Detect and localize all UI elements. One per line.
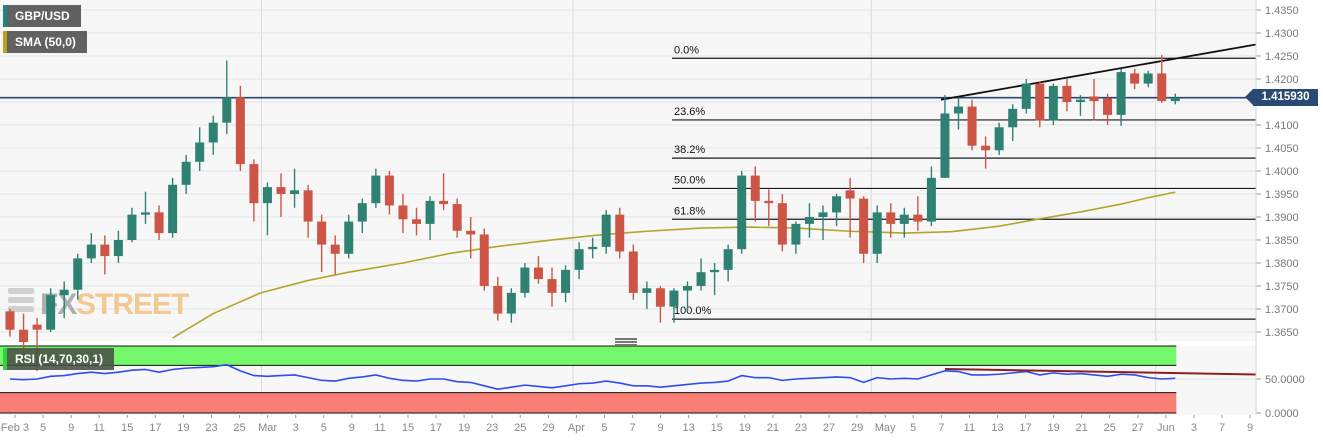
symbol-badge[interactable]: GBP/USD: [3, 5, 81, 27]
svg-text:25: 25: [1104, 422, 1116, 434]
sma-indicator-badge[interactable]: SMA (50,0): [3, 31, 87, 53]
svg-text:0.0%: 0.0%: [674, 44, 699, 56]
svg-text:11: 11: [374, 422, 385, 434]
svg-text:5: 5: [910, 422, 916, 434]
svg-text:19: 19: [739, 422, 751, 434]
svg-text:19: 19: [458, 422, 470, 434]
svg-text:11: 11: [93, 422, 104, 434]
svg-text:1.4050: 1.4050: [1265, 143, 1299, 155]
svg-text:29: 29: [542, 422, 554, 434]
svg-text:7: 7: [629, 422, 635, 434]
svg-text:13: 13: [683, 422, 695, 434]
svg-text:1.3900: 1.3900: [1265, 212, 1299, 224]
svg-text:17: 17: [149, 422, 161, 434]
svg-text:23: 23: [205, 422, 217, 434]
svg-text:1.4250: 1.4250: [1265, 51, 1299, 63]
svg-text:11: 11: [964, 422, 975, 434]
svg-text:19: 19: [1047, 422, 1059, 434]
rsi-badge-label: RSI (14,70,30,1): [15, 352, 104, 366]
svg-text:3: 3: [1191, 422, 1197, 434]
sma-badge-label: SMA (50,0): [15, 35, 76, 49]
svg-text:25: 25: [514, 422, 526, 434]
rsi-indicator-badge[interactable]: RSI (14,70,30,1): [3, 348, 115, 370]
svg-text:15: 15: [402, 422, 414, 434]
sma-badge-accent: [3, 31, 7, 53]
svg-text:1.3800: 1.3800: [1265, 258, 1299, 270]
svg-text:23.6%: 23.6%: [674, 106, 705, 118]
svg-text:1.4100: 1.4100: [1265, 120, 1299, 132]
svg-text:25: 25: [233, 422, 245, 434]
svg-text:7: 7: [1219, 422, 1225, 434]
svg-text:23: 23: [795, 422, 807, 434]
svg-text:50.0%: 50.0%: [674, 174, 705, 186]
pane-resize-handle[interactable]: [615, 337, 637, 347]
svg-text:27: 27: [823, 422, 835, 434]
svg-text:23: 23: [486, 422, 498, 434]
svg-text:9: 9: [658, 422, 664, 434]
svg-text:5: 5: [601, 422, 607, 434]
svg-text:29: 29: [851, 422, 863, 434]
svg-text:1.3850: 1.3850: [1265, 235, 1299, 247]
current-price-axis-badge: 1.415930: [1245, 89, 1318, 106]
svg-text:1.3950: 1.3950: [1265, 189, 1299, 201]
svg-text:1.3700: 1.3700: [1265, 304, 1299, 316]
symbol-badge-label: GBP/USD: [15, 9, 70, 23]
rsi-badge-accent: [3, 348, 7, 370]
svg-text:Jun: Jun: [1157, 422, 1175, 434]
svg-text:1.4350: 1.4350: [1265, 5, 1299, 17]
svg-text:17: 17: [1019, 422, 1031, 434]
svg-text:0.0000: 0.0000: [1265, 408, 1299, 420]
svg-text:19: 19: [177, 422, 189, 434]
svg-text:50.0000: 50.0000: [1265, 374, 1305, 386]
svg-text:1.3650: 1.3650: [1265, 327, 1299, 339]
svg-text:15: 15: [121, 422, 133, 434]
svg-text:100.0%: 100.0%: [674, 305, 712, 317]
svg-text:FX: FX: [40, 288, 77, 321]
svg-text:15: 15: [711, 422, 723, 434]
svg-text:STREET: STREET: [76, 288, 189, 321]
svg-text:1.4200: 1.4200: [1265, 74, 1299, 86]
svg-text:1.4000: 1.4000: [1265, 166, 1299, 178]
svg-text:38.2%: 38.2%: [674, 144, 705, 156]
svg-text:13: 13: [991, 422, 1003, 434]
svg-text:Apr: Apr: [568, 422, 585, 434]
svg-text:5: 5: [321, 422, 327, 434]
svg-text:May: May: [875, 422, 896, 434]
svg-text:21: 21: [1076, 422, 1088, 434]
svg-text:9: 9: [349, 422, 355, 434]
svg-text:27: 27: [1132, 422, 1144, 434]
svg-text:Feb 3: Feb 3: [1, 422, 29, 434]
svg-text:1.4300: 1.4300: [1265, 28, 1299, 40]
svg-text:61.8%: 61.8%: [674, 205, 705, 217]
svg-text:5: 5: [40, 422, 46, 434]
svg-text:1.3750: 1.3750: [1265, 281, 1299, 293]
svg-text:Mar: Mar: [258, 422, 277, 434]
svg-text:17: 17: [430, 422, 442, 434]
svg-text:7: 7: [938, 422, 944, 434]
svg-text:3: 3: [293, 422, 299, 434]
svg-text:21: 21: [767, 422, 779, 434]
svg-text:9: 9: [68, 422, 74, 434]
svg-text:9: 9: [1247, 422, 1253, 434]
symbol-badge-accent: [3, 5, 7, 27]
